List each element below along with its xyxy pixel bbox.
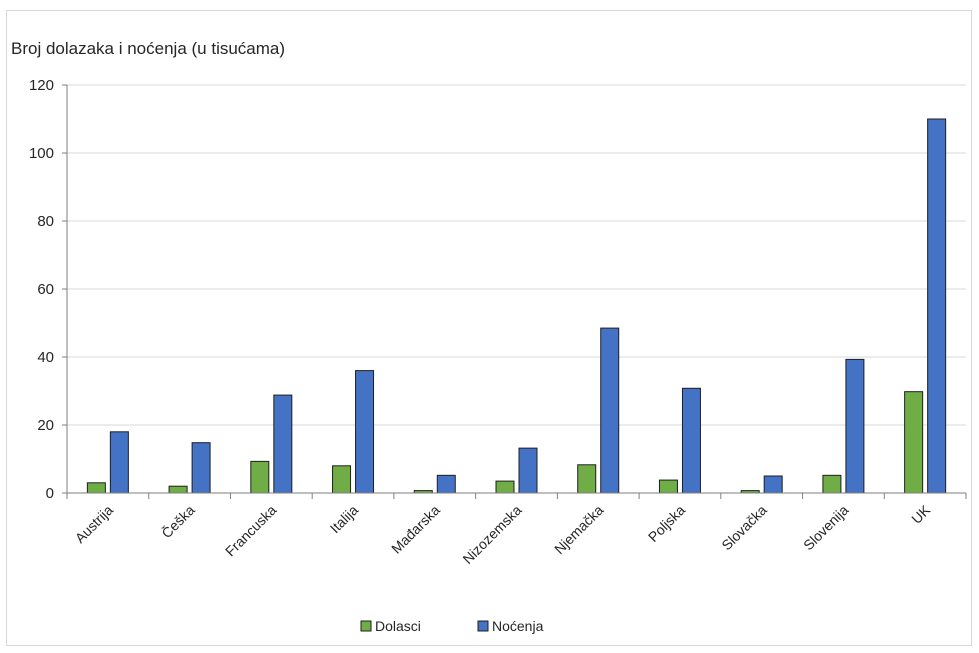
x-tick-label: Njemačka xyxy=(551,502,606,557)
bar-dolasci-1 xyxy=(168,485,188,494)
bar-noenja-3 xyxy=(355,370,375,494)
x-tick-label: Slovačka xyxy=(718,502,770,554)
x-tick-label: Češka xyxy=(158,502,198,542)
y-tick-label: 60 xyxy=(37,281,54,298)
legend-label: Noćenja xyxy=(492,618,544,634)
bar-noenja-2 xyxy=(273,394,293,494)
x-tick-label: Austrija xyxy=(72,502,116,546)
y-tick-label: 40 xyxy=(37,349,54,366)
bar-dolasci-0 xyxy=(86,482,106,494)
y-tick-label: 20 xyxy=(37,417,54,434)
chart-frame xyxy=(6,10,972,646)
x-tick-label: Francuska xyxy=(222,502,280,560)
bar-noenja-7 xyxy=(681,387,701,494)
bar-noenja-0 xyxy=(109,431,129,494)
gridlines xyxy=(67,84,966,426)
bar-dolasci-2 xyxy=(250,460,270,494)
x-tick-label: Italija xyxy=(327,502,362,537)
bar-dolasci-6 xyxy=(577,464,597,494)
bar-noenja-5 xyxy=(518,447,538,494)
x-tick-label: Poljska xyxy=(645,502,688,545)
legend-label: Dolasci xyxy=(375,618,421,634)
bar-noenja-9 xyxy=(845,358,865,494)
legend-swatch xyxy=(477,620,489,632)
y-tick-label: 0 xyxy=(46,485,54,502)
bar-dolasci-7 xyxy=(658,479,678,494)
bars xyxy=(86,118,947,494)
bar-noenja-1 xyxy=(191,442,211,494)
x-axis: Austrija Češka Francuska Italija Mađarska Niz… xyxy=(66,492,967,567)
y-tick-label: 120 xyxy=(29,77,54,94)
bar-dolasci-5 xyxy=(495,480,515,494)
y-axis-ticks: 0 20 40 60 80 100 120 xyxy=(29,77,68,502)
y-tick-label: 80 xyxy=(37,213,54,230)
bar-dolasci-3 xyxy=(332,465,352,494)
bar-dolasci-10 xyxy=(904,391,924,494)
legend: Dolasci Noćenja xyxy=(360,618,544,634)
legend-swatch xyxy=(360,620,372,632)
chart-title: Broj dolazaka i noćenja (u tisućama) xyxy=(11,39,285,58)
bar-dolasci-9 xyxy=(822,474,842,494)
x-tick-label: Mađarska xyxy=(388,502,443,557)
bar-noenja-10 xyxy=(927,118,947,494)
x-tick-label: UK xyxy=(908,501,934,527)
x-tick-label: Slovenija xyxy=(800,502,852,554)
bar-noenja-8 xyxy=(763,475,783,494)
bar-noenja-6 xyxy=(600,327,620,494)
bar-noenja-4 xyxy=(436,474,456,494)
y-tick-label: 100 xyxy=(29,145,54,162)
x-tick-label: Nizozemska xyxy=(459,502,524,567)
